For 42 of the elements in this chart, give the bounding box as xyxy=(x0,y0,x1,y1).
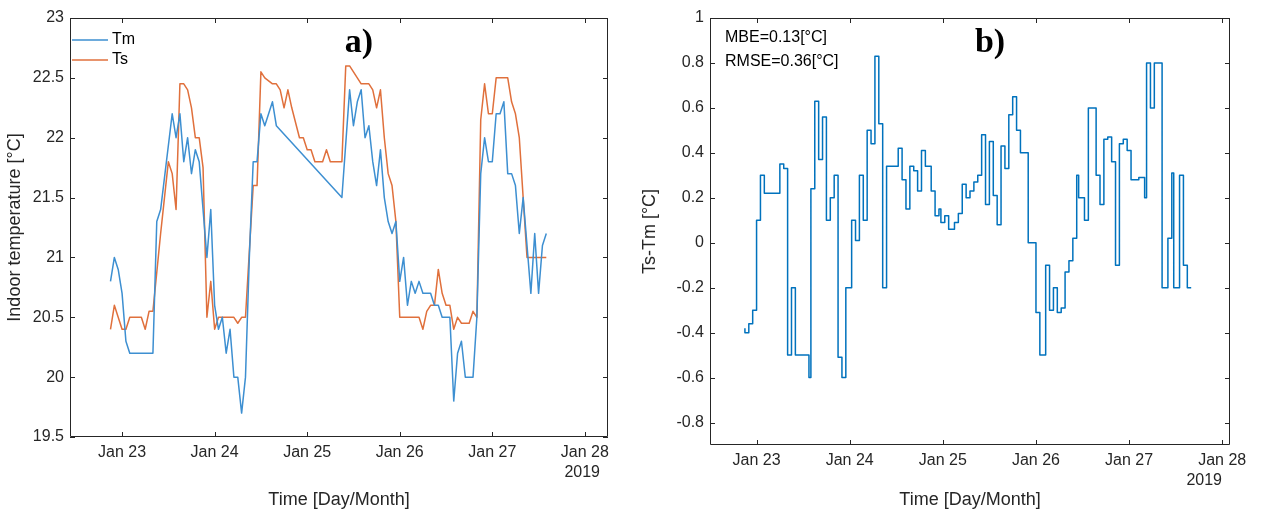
x-axis-title: Time [Day/Month] xyxy=(899,489,1041,510)
y-axis-title: Ts-Tm [°C] xyxy=(638,188,659,275)
y-tick-label: 21 xyxy=(46,247,65,265)
y-tick-label: 0.6 xyxy=(681,98,705,116)
y-tick-label: 0 xyxy=(695,233,705,251)
y-tick-label: 19.5 xyxy=(32,427,65,445)
x-tick-label: Jan 23 xyxy=(732,451,781,469)
legend-label: Tm xyxy=(112,30,136,48)
x-tick-label: Jan 28 xyxy=(560,443,609,461)
y-tick-label: -0.4 xyxy=(676,323,705,341)
annotation: RMSE=0.36[°C] xyxy=(725,52,839,70)
chart-title: b) xyxy=(974,21,1006,60)
x-tick-label: Jan 23 xyxy=(98,443,147,461)
x-tick-label: Jan 25 xyxy=(283,443,332,461)
x-tick-label: Jan 28 xyxy=(1198,451,1247,469)
y-tick-label: -0.8 xyxy=(676,412,705,430)
y-tick-label: 20.5 xyxy=(32,307,65,325)
text: 2019 xyxy=(564,463,601,481)
y-tick-label: 0.8 xyxy=(681,53,705,71)
x-axis-title: Time [Day/Month] xyxy=(268,489,410,510)
y-tick-label: -0.2 xyxy=(676,278,705,296)
annotation: MBE=0.13[°C] xyxy=(725,28,827,46)
y-tick-label: 1 xyxy=(695,8,705,26)
x-tick-label: Jan 24 xyxy=(825,451,874,469)
x-tick-label: Jan 27 xyxy=(468,443,517,461)
x-tick-label: Jan 26 xyxy=(1011,451,1061,469)
x-tick-label: Jan 24 xyxy=(190,443,239,461)
x-tick-label: Jan 27 xyxy=(1105,451,1154,469)
y-tick-label: 0.4 xyxy=(681,143,705,161)
y-tick-label: 21.5 xyxy=(32,187,65,205)
x-tick-label: Jan 26 xyxy=(375,443,424,461)
legend-label: Ts xyxy=(112,50,128,68)
y-tick-label: 20 xyxy=(46,367,65,385)
y-tick-label: -0.6 xyxy=(676,367,705,385)
y-tick-label: 23 xyxy=(46,8,65,26)
y-tick-label: 22 xyxy=(46,128,65,146)
text: 2019 xyxy=(1186,471,1223,489)
y-tick-label: 0.2 xyxy=(681,188,705,206)
y-axis-title: Indoor temperature [°C] xyxy=(3,133,24,322)
y-tick-label: 22.5 xyxy=(32,68,65,86)
x-tick-label: Jan 25 xyxy=(918,451,967,469)
chart-title: a) xyxy=(344,21,374,60)
